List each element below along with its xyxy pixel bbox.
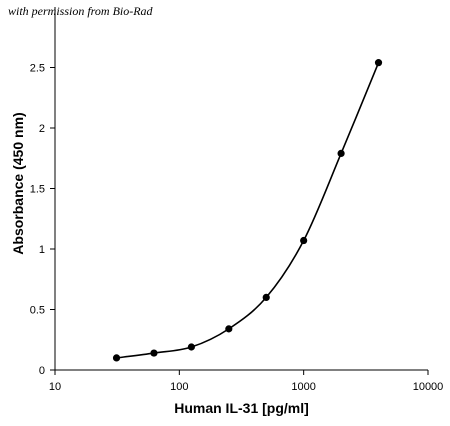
data-point <box>187 343 195 351</box>
y-tick-label: 1 <box>39 244 45 256</box>
y-tick-label: 2 <box>39 123 45 135</box>
data-point <box>337 149 345 158</box>
data-points <box>112 59 383 362</box>
data-point <box>112 354 121 362</box>
x-tick-label: 10 <box>49 381 61 393</box>
y-tick-label: 1.5 <box>30 184 45 196</box>
data-point <box>262 293 270 301</box>
y-tick-label: 0 <box>39 365 45 377</box>
series-line <box>116 62 380 359</box>
data-point <box>225 325 233 333</box>
y-tick-label: 0.5 <box>30 305 45 317</box>
data-point <box>300 236 308 245</box>
x-tick-label: 10000 <box>413 381 444 393</box>
y-tick-label: 2.5 <box>30 63 45 75</box>
data-point <box>374 59 383 67</box>
x-axis-label: Human IL-31 [pg/ml] <box>174 400 309 416</box>
y-axis-label: Absorbance (450 nm) <box>10 112 26 254</box>
data-point <box>150 349 158 357</box>
x-tick-label: 100 <box>170 381 188 393</box>
x-tick-label: 1000 <box>291 381 315 393</box>
axes <box>50 7 429 375</box>
tick-labels: 0 0.5 1 1.5 2 2.5 10 100 1000 10000 <box>30 63 444 394</box>
credit-note: with permission from Bio-Rad <box>8 4 153 18</box>
